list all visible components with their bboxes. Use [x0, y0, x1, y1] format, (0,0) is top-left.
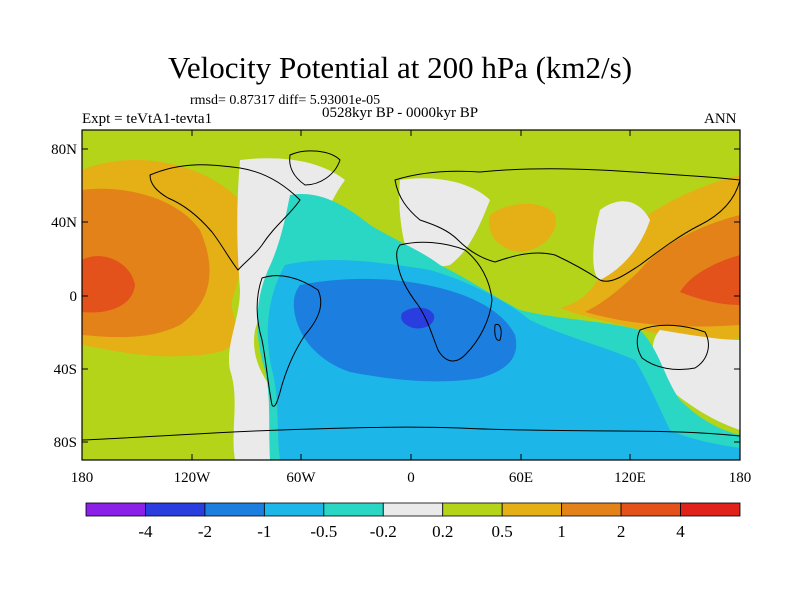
colorbar-label: 0.5: [492, 522, 513, 541]
colorbar-swatch: [382, 502, 444, 517]
contour-fill: [82, 130, 740, 460]
colorbar-label: 0.2: [432, 522, 453, 541]
lat-labels: 80N 40N 0 40S 80S: [51, 142, 77, 451]
band-darkblue: [401, 307, 435, 329]
colorbar-swatch: [680, 502, 741, 517]
lon-label: 60E: [509, 470, 533, 486]
band-neutral-americas: [228, 158, 345, 460]
season-label: ANN: [704, 111, 737, 127]
lat-label: 0: [70, 289, 78, 305]
band-pacific-red: [82, 256, 135, 313]
colorbar-label: 2: [617, 522, 626, 541]
band-asia-orange: [489, 203, 556, 252]
band-neutral-south-pacific: [652, 330, 740, 430]
lon-label: 120E: [614, 470, 646, 486]
colorbar-label: -4: [138, 522, 153, 541]
colorbar-label: 4: [676, 522, 685, 541]
colorbar-swatch: [501, 502, 563, 517]
chart-title: Velocity Potential at 200 hPa (km2/s): [167, 50, 633, 85]
lat-label: 80S: [54, 435, 77, 451]
colorbar-swatch: [561, 502, 622, 517]
colorbar-swatch: [145, 502, 206, 517]
colorbar-label: -1: [257, 522, 271, 541]
colorbar-label: -0.5: [310, 522, 337, 541]
experiment-label: Expt = teVtA1-tevta1: [82, 111, 213, 127]
lon-label: 180: [71, 470, 94, 486]
lat-label: 40S: [54, 362, 77, 378]
lon-label: 120W: [174, 470, 212, 486]
colorbar-swatch: [85, 502, 146, 517]
lon-labels: 180 120W 60W 0 60E 120E 180: [71, 470, 752, 486]
period-label: 0528kyr BP - 0000kyr BP: [322, 105, 479, 121]
band-mediumblue: [293, 278, 517, 382]
band-neutral-east: [593, 201, 650, 280]
lat-label: 80N: [51, 142, 77, 158]
coastlines: [82, 150, 740, 441]
lon-label: 180: [729, 470, 752, 486]
colorbar-swatch: [323, 502, 384, 517]
lon-label: 60W: [286, 470, 316, 486]
lat-label: 40N: [51, 215, 77, 231]
colorbar-swatch: [263, 502, 325, 517]
colorbar: [85, 502, 741, 517]
stats-text: rmsd= 0.87317 diff= 5.93001e-05: [190, 93, 381, 108]
colorbar-label: -0.2: [370, 522, 397, 541]
colorbar-labels: -4 -2 -1 -0.5 -0.2 0.2 0.5 1 2 4: [138, 522, 685, 541]
colorbar-swatch: [204, 502, 265, 517]
axis-ticks: [81, 130, 741, 460]
colorbar-label: 1: [557, 522, 566, 541]
colorbar-swatch: [620, 502, 681, 517]
band-west-pacific-red: [680, 255, 740, 305]
lon-label: 0: [407, 470, 415, 486]
band-neutral-europe: [399, 178, 490, 267]
colorbar-label: -2: [198, 522, 212, 541]
colorbar-swatch: [442, 502, 503, 517]
